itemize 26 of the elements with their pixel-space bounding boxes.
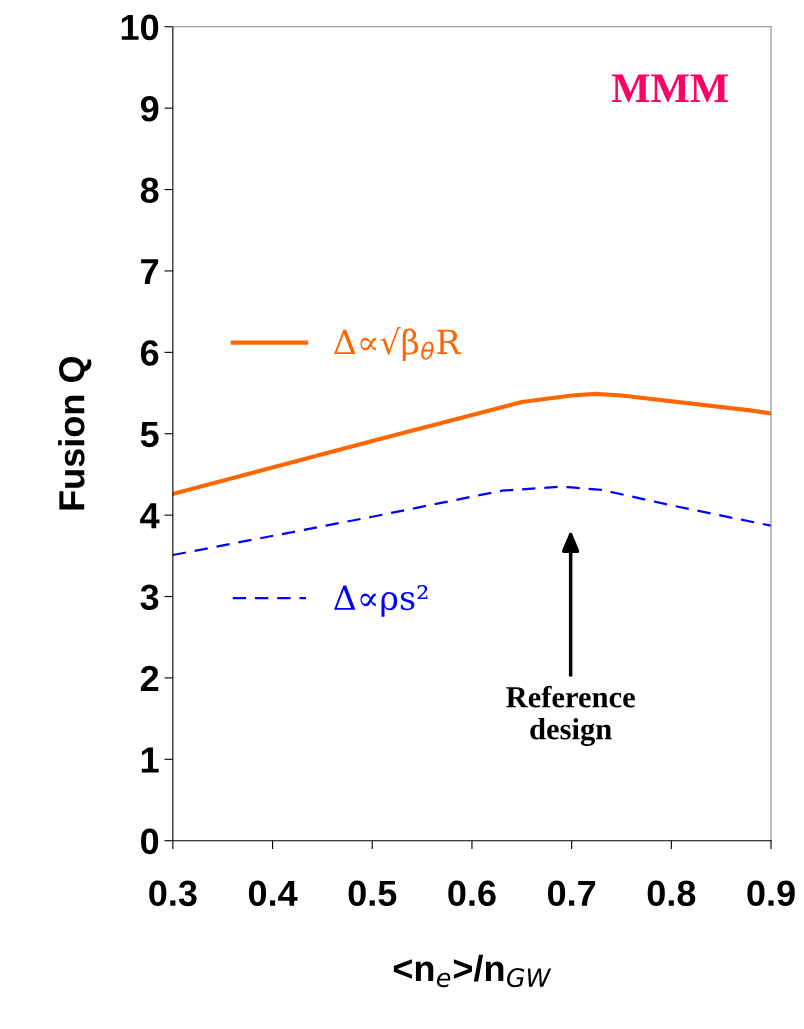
y-tick-label: 4 — [140, 503, 160, 529]
x-tick-label: 0.8 — [647, 880, 696, 907]
x-tick-label: 0.4 — [248, 880, 298, 907]
y-tick-label: 2 — [140, 665, 159, 691]
y-tick-label: 0 — [141, 828, 159, 855]
line-series — [172, 391, 772, 497]
x-tick-label: 0.3 — [149, 880, 197, 907]
y-tick-label: 3 — [140, 584, 159, 610]
y-tick-label: 10 — [121, 14, 159, 41]
legend-label: Δ∝√β$_{θ}$R — [334, 327, 462, 361]
x-tick-label: 0.7 — [547, 880, 596, 907]
y-tick-label: 7 — [141, 259, 159, 285]
line-series — [172, 485, 772, 557]
y-tick-label: 5 — [140, 421, 159, 448]
x-axis-title: <n$_{e}$>/n$_{GW}$ — [393, 954, 552, 988]
legend-label: Δ∝ρs² — [334, 585, 428, 617]
x-tick-label: 0.9 — [747, 880, 795, 907]
annotation: MMM — [611, 74, 728, 102]
y-axis-title: Fusion Q — [58, 357, 92, 510]
x-tick-label: 0.5 — [348, 880, 397, 907]
y-tick-label: 8 — [140, 177, 159, 203]
y-tick-label: 6 — [140, 340, 159, 366]
x-tick-label: 0.6 — [448, 880, 496, 907]
annotation: Reference design — [506, 685, 635, 746]
y-tick-label: 9 — [140, 96, 159, 122]
y-tick-label: 1 — [141, 747, 159, 773]
